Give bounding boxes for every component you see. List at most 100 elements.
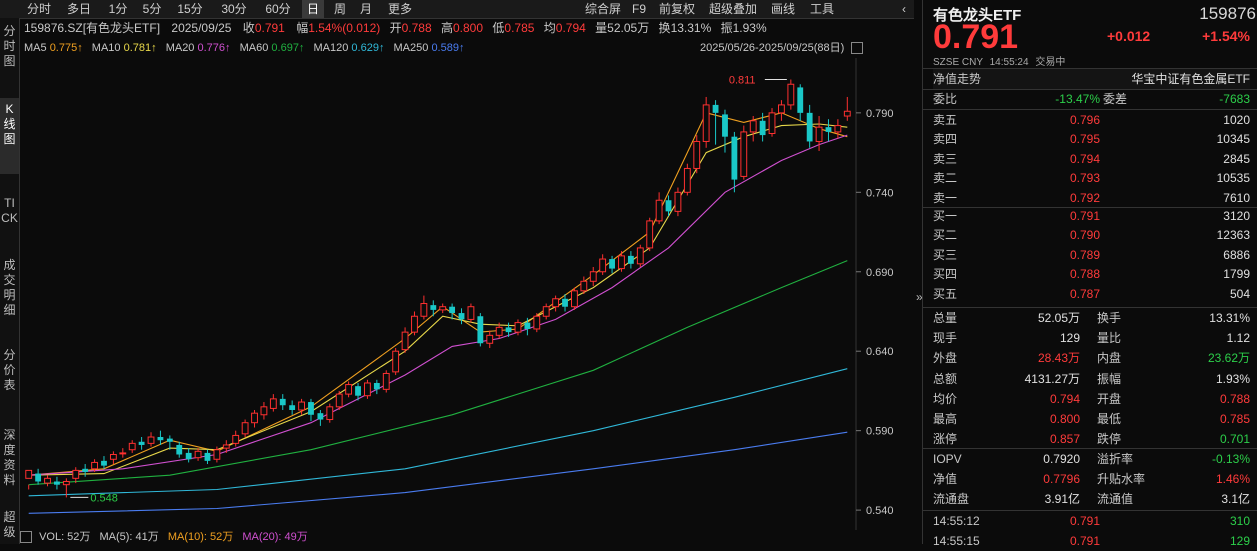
ask-price: 0.795: [1069, 132, 1100, 147]
adjust-button[interactable]: 前复权: [658, 2, 695, 16]
candle-body: [533, 315, 541, 330]
tools-button[interactable]: 工具: [809, 2, 834, 16]
side-tab-depth[interactable]: 深度资料: [3, 428, 16, 487]
prev-nav-icon[interactable]: ‹: [902, 2, 906, 16]
candle-body: [467, 306, 475, 320]
vol-label: 量: [595, 21, 608, 35]
candle-body: [580, 280, 588, 292]
tick-price: 0.791: [1069, 534, 1100, 548]
stat-value: 1.12: [1226, 331, 1250, 346]
nav-stat-value: 3.91亿: [1044, 492, 1080, 507]
ma-line-ma120: [28, 368, 848, 497]
avg-value: 0.794: [555, 21, 586, 35]
draw-line-button[interactable]: 画线: [770, 2, 795, 16]
stat-label: 跌停: [1097, 432, 1122, 447]
tab-week[interactable]: 周: [333, 2, 346, 16]
candle-body: [364, 382, 371, 397]
f9-button[interactable]: F9: [631, 2, 646, 16]
tab-duori[interactable]: 多日: [66, 2, 91, 16]
stat-row: 总量 52.05万 换手 13.31%: [933, 308, 1250, 328]
volume-expand-icon[interactable]: [20, 531, 32, 544]
security-name: 有色龙头ETF: [933, 7, 1022, 24]
candle-body: [843, 110, 851, 117]
bid-row: 买二 0.790 12363: [933, 225, 1250, 245]
tab-month[interactable]: 月: [359, 2, 372, 16]
overlay-button[interactable]: 超级叠加: [708, 2, 757, 16]
stat-row: 外盘 28.43万 内盘 23.62万: [933, 348, 1250, 368]
stat-label: 外盘: [933, 351, 958, 366]
stat-label: 总量: [933, 311, 958, 325]
bid-price: 0.790: [1069, 228, 1100, 243]
candle-body: [430, 305, 437, 310]
side-tab-price-table[interactable]: 分价表: [3, 348, 16, 392]
nav-stat-value: 0.7796: [1043, 472, 1080, 487]
quote-date: 2025/09/25: [171, 21, 232, 35]
bid-label: 买四: [933, 267, 958, 282]
candle-body: [449, 306, 456, 314]
quote-panel: 有色龙头ETF 159876 0.791 +0.012 +1.54% SZSE …: [922, 0, 1257, 548]
ask-row: 卖五 0.796 1020: [933, 110, 1250, 130]
candle-body: [815, 126, 823, 142]
webi-row: 委比 -13.47% 委差 -7683: [933, 89, 1250, 109]
ask-volume: 10535: [1216, 171, 1250, 186]
bid-price: 0.791: [1069, 209, 1100, 223]
nav-stat-label: 流通值: [1097, 492, 1134, 507]
collapse-panel-icon[interactable]: »: [916, 290, 923, 304]
candle-body: [317, 413, 324, 420]
candle-body: [72, 469, 80, 479]
kline-chart[interactable]: 0.790 0.740 0.690 0.640 0.590 0.540 0.811 0.548: [20, 58, 915, 530]
side-tab-kline[interactable]: K线图: [0, 98, 19, 174]
ask-row: 卖四 0.795 10345: [933, 129, 1250, 149]
stat-label: 最高: [933, 412, 958, 426]
side-tab-tick[interactable]: TICK: [1, 196, 18, 225]
candle-body: [62, 481, 70, 486]
side-tab-super[interactable]: 超级: [3, 510, 16, 539]
candle-body: [241, 422, 249, 435]
stat-row: 均价 0.794 开盘 0.788: [933, 389, 1250, 409]
nav-stat-value: 1.46%: [1215, 472, 1250, 487]
candle-body: [355, 386, 361, 396]
side-tab-timeshare[interactable]: 分时图: [3, 24, 16, 68]
bid-volume: 504: [1229, 286, 1250, 301]
bid-label: 买二: [933, 228, 958, 243]
tab-60min[interactable]: 60分: [265, 2, 291, 16]
tab-15min[interactable]: 15分: [177, 2, 203, 16]
tab-30min[interactable]: 30分: [221, 2, 247, 16]
stat-label: 最低: [1097, 412, 1122, 426]
bid-price: 0.788: [1069, 267, 1100, 282]
change-value: 1.54%(0.012): [308, 21, 381, 35]
candle-body: [260, 406, 268, 416]
expand-icon[interactable]: [851, 42, 864, 55]
bid-price: 0.789: [1069, 247, 1100, 262]
candle-body: [194, 450, 202, 459]
nav-stat-value: -0.13%: [1211, 452, 1250, 466]
stat-row: 涨停 0.857 跌停 0.701: [933, 429, 1250, 449]
candle-body: [514, 322, 522, 333]
nav-trend-row[interactable]: 净值走势 华宝中证有色金属ETF: [933, 69, 1250, 89]
low-label: 低: [492, 21, 505, 35]
candle-body: [204, 452, 211, 461]
composite-screen-button[interactable]: 综合屏: [584, 2, 621, 16]
stat-value: 0.800: [1049, 412, 1080, 426]
bid-label: 买五: [933, 286, 958, 301]
candle-body: [147, 436, 155, 444]
candle-body: [101, 460, 107, 466]
price-change: +0.012: [1107, 28, 1151, 44]
stat-value: 0.794: [1049, 391, 1080, 406]
candle-body: [232, 434, 240, 444]
side-tab-trades[interactable]: 成交明细: [3, 258, 16, 317]
tab-day[interactable]: 日: [302, 0, 324, 18]
candle-body: [825, 127, 832, 132]
turnover-label: 换: [658, 21, 671, 35]
ask-row: 卖一 0.792 7610: [933, 188, 1250, 208]
tab-fenshi[interactable]: 分时: [26, 2, 51, 16]
candle-body: [749, 120, 757, 133]
candle-body: [213, 449, 221, 460]
vol-value-label: VOL: 52万: [39, 531, 91, 543]
tab-more[interactable]: 更多: [387, 2, 412, 16]
tab-5min[interactable]: 5分: [142, 2, 162, 16]
tab-1min[interactable]: 1分: [108, 2, 128, 16]
high-value: 0.800: [453, 21, 484, 35]
quote-info-line: 159876.SZ[有色龙头ETF] 2025/09/25 收0.791 幅1.…: [24, 20, 767, 36]
candle-body: [439, 306, 447, 311]
